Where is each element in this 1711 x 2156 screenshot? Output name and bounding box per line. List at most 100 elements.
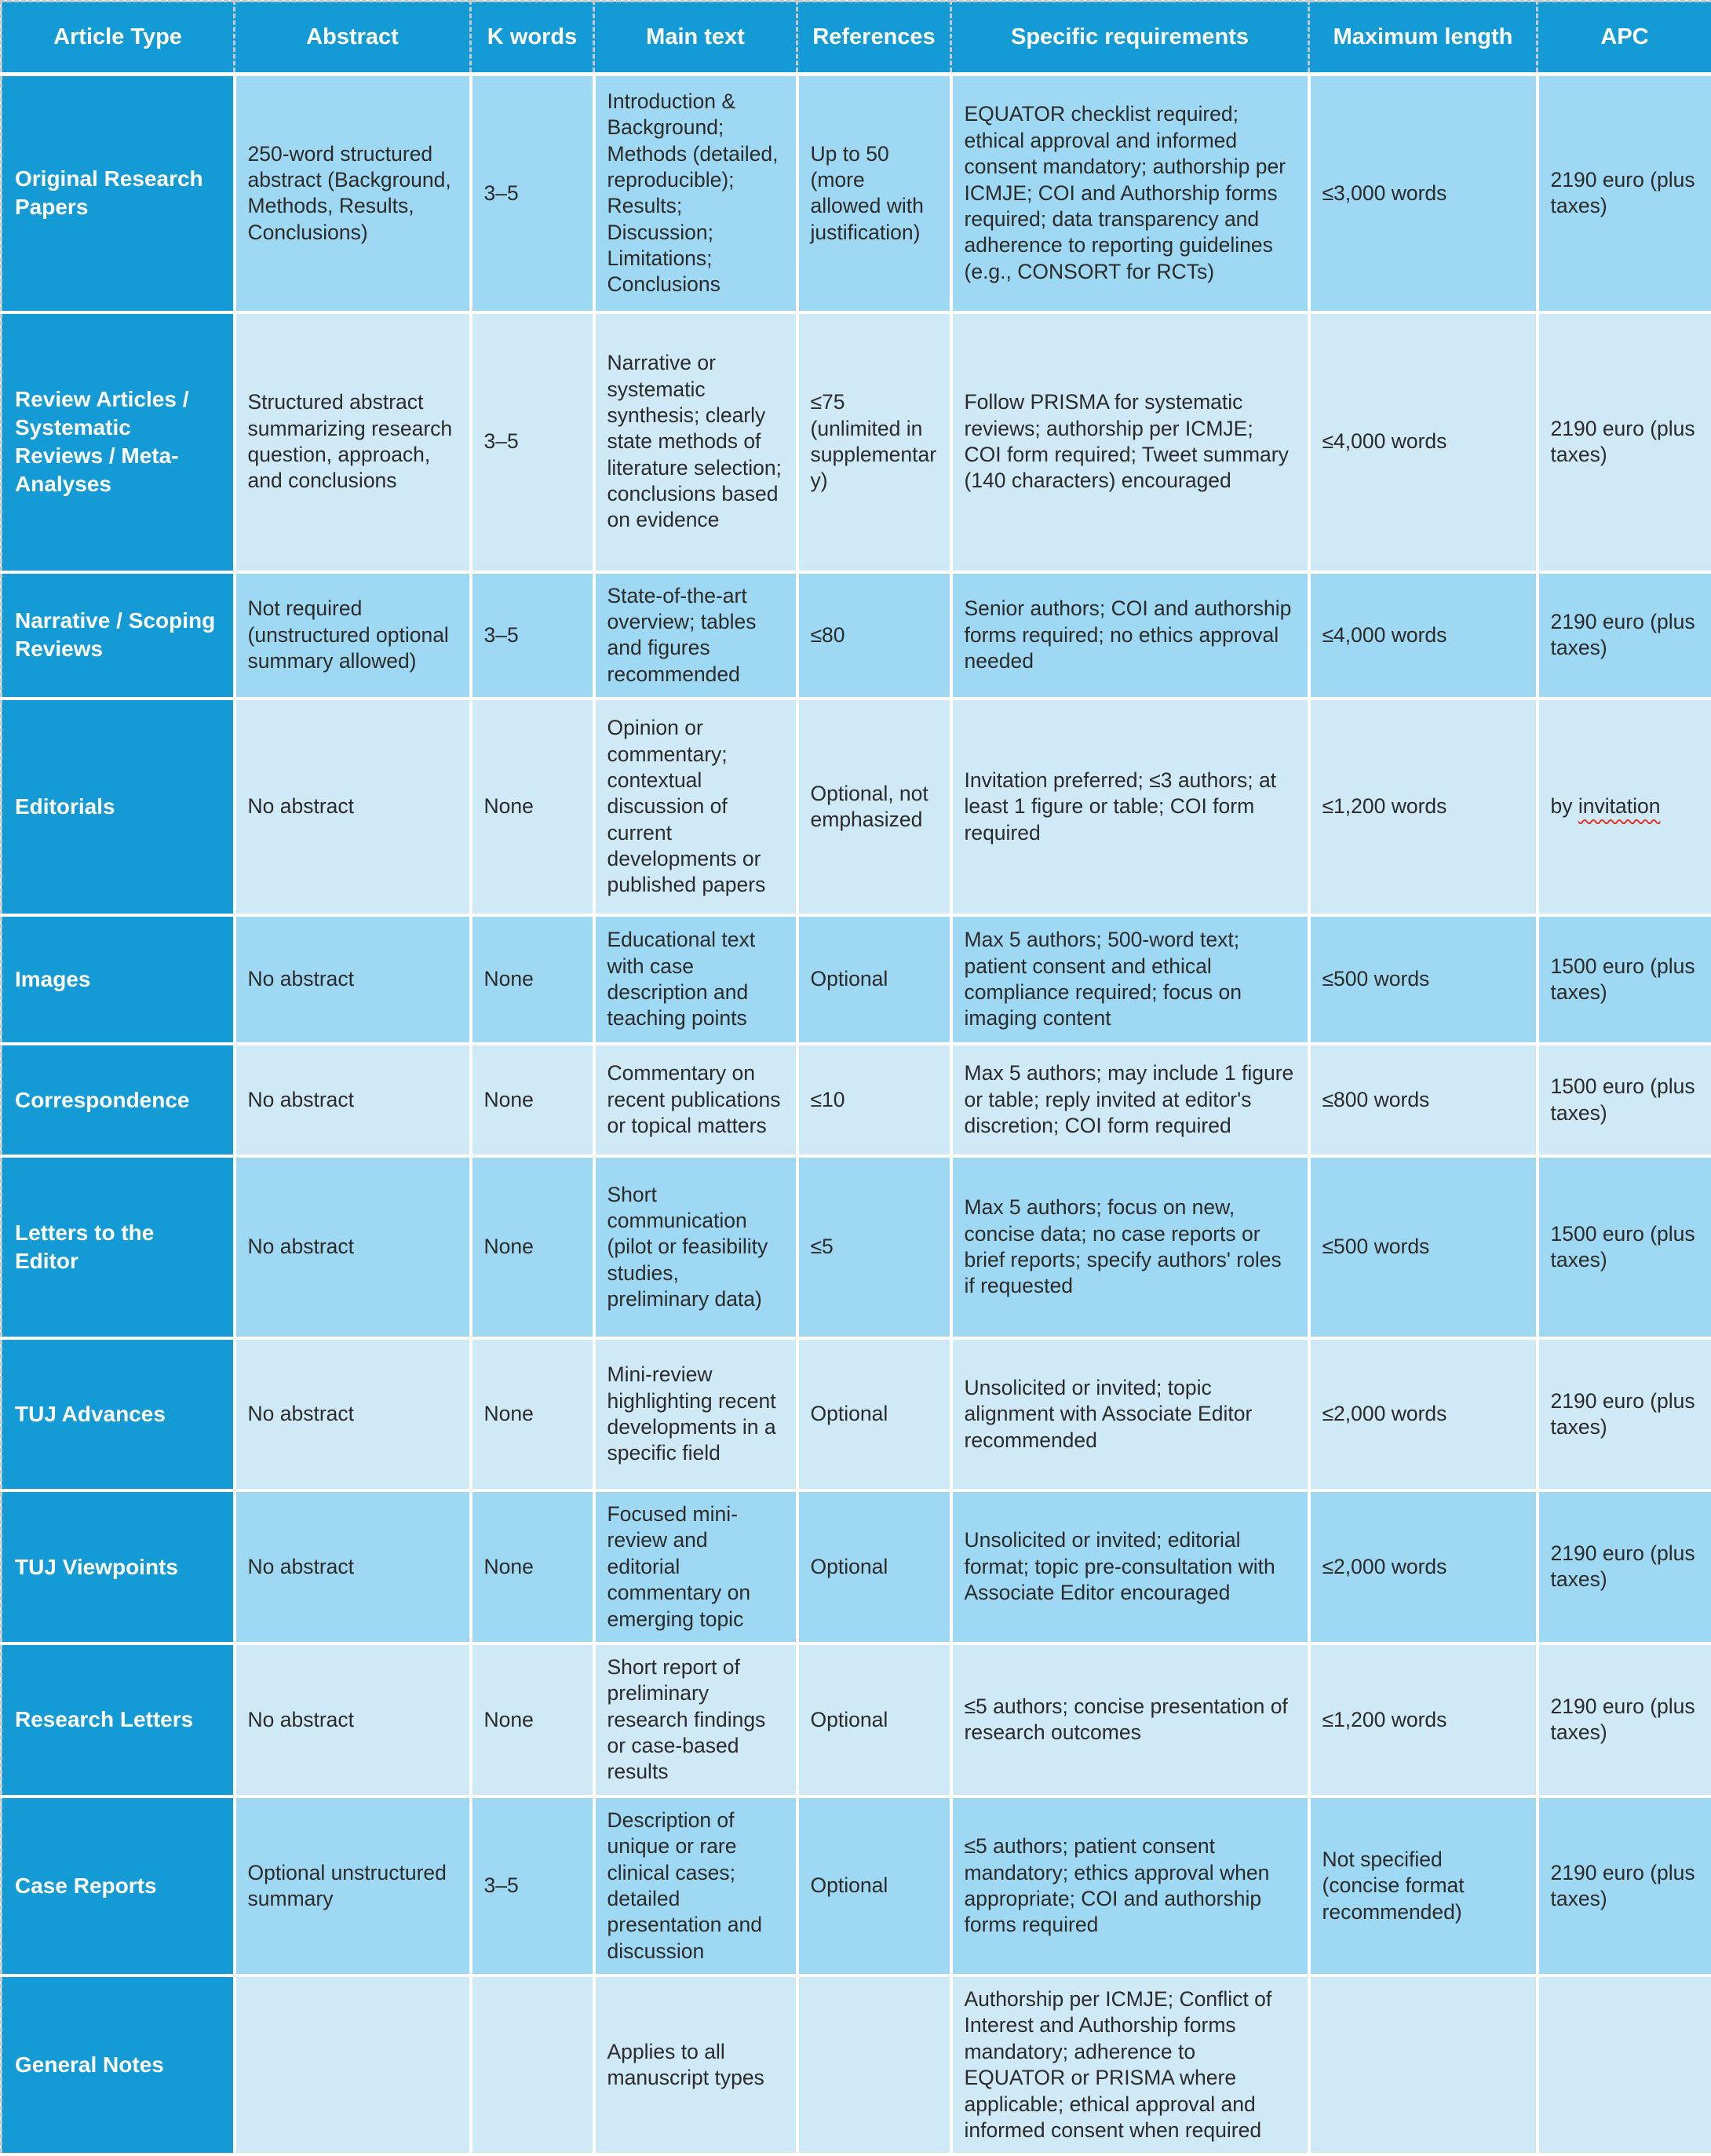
row-header-article-type: Research Letters <box>2 1643 235 1797</box>
cell-main-text: Commentary on recent publications or top… <box>594 1044 797 1156</box>
cell-specific-requirements: Unsolicited or invited; topic alignment … <box>951 1338 1309 1490</box>
cell-maximum-length: ≤3,000 words <box>1309 75 1538 312</box>
cell-abstract: No abstract <box>235 1643 471 1797</box>
cell-k-words: None <box>471 699 594 915</box>
cell-specific-requirements: Senior authors; COI and authorship forms… <box>951 572 1309 699</box>
cell-references: Optional <box>797 1338 951 1490</box>
cell-specific-requirements: Unsolicited or invited; editorial format… <box>951 1490 1309 1643</box>
cell-apc: 1500 euro (plus taxes) <box>1538 915 1711 1044</box>
cell-maximum-length: ≤500 words <box>1309 1156 1538 1338</box>
cell-specific-requirements: Invitation preferred; ≤3 authors; at lea… <box>951 699 1309 915</box>
cell-maximum-length <box>1309 1975 1538 2154</box>
cell-apc: by invitation <box>1538 699 1711 915</box>
cell-references: ≤75 (unlimited in supplementary) <box>797 312 951 572</box>
row-header-article-type: TUJ Advances <box>2 1338 235 1490</box>
cell-references: ≤5 <box>797 1156 951 1338</box>
cell-apc: 2190 euro (plus taxes) <box>1538 312 1711 572</box>
row-header-article-type: Correspondence <box>2 1044 235 1156</box>
cell-abstract <box>235 1975 471 2154</box>
cell-specific-requirements: Max 5 authors; focus on new, concise dat… <box>951 1156 1309 1338</box>
cell-main-text: Mini-review highlighting recent developm… <box>594 1338 797 1490</box>
cell-references: Optional, not emphasized <box>797 699 951 915</box>
cell-maximum-length: ≤2,000 words <box>1309 1338 1538 1490</box>
cell-abstract: Structured abstract summarizing research… <box>235 312 471 572</box>
row-header-article-type: Case Reports <box>2 1797 235 1975</box>
row-header-article-type: Letters to the Editor <box>2 1156 235 1338</box>
cell-k-words: None <box>471 1044 594 1156</box>
cell-apc <box>1538 1975 1711 2154</box>
cell-abstract: No abstract <box>235 1338 471 1490</box>
cell-maximum-length: ≤500 words <box>1309 915 1538 1044</box>
cell-abstract: 250-word structured abstract (Background… <box>235 75 471 312</box>
cell-abstract: Optional unstructured summary <box>235 1797 471 1975</box>
cell-references: ≤80 <box>797 572 951 699</box>
cell-apc: 1500 euro (plus taxes) <box>1538 1044 1711 1156</box>
cell-maximum-length: ≤4,000 words <box>1309 312 1538 572</box>
row-header-article-type: General Notes <box>2 1975 235 2154</box>
cell-main-text: State-of-the-art overview; tables and fi… <box>594 572 797 699</box>
cell-main-text: Applies to all manuscript types <box>594 1975 797 2154</box>
cell-references: Optional <box>797 1490 951 1643</box>
cell-maximum-length: ≤1,200 words <box>1309 699 1538 915</box>
cell-main-text: Short report of preliminary research fin… <box>594 1643 797 1797</box>
row-header-article-type: Narrative / Scoping Reviews <box>2 572 235 699</box>
misspelled-word: invitation <box>1578 794 1661 818</box>
cell-abstract: Not required (unstructured optional summ… <box>235 572 471 699</box>
cell-apc: 2190 euro (plus taxes) <box>1538 572 1711 699</box>
cell-main-text: Focused mini-review and editorial commen… <box>594 1490 797 1643</box>
cell-abstract: No abstract <box>235 1490 471 1643</box>
cell-main-text: Description of unique or rare clinical c… <box>594 1797 797 1975</box>
row-header-article-type: Editorials <box>2 699 235 915</box>
cell-specific-requirements: EQUATOR checklist required; ethical appr… <box>951 75 1309 312</box>
cell-specific-requirements: ≤5 authors; patient consent mandatory; e… <box>951 1797 1309 1975</box>
column-header-maximum-length: Maximum length <box>1309 2 1538 75</box>
column-header-k-words: K words <box>471 2 594 75</box>
cell-specific-requirements: Follow PRISMA for systematic reviews; au… <box>951 312 1309 572</box>
cell-k-words: None <box>471 1156 594 1338</box>
table-row-general-notes: General Notes Applies to all manuscript t… <box>2 1975 1711 2154</box>
cell-references: ≤10 <box>797 1044 951 1156</box>
cell-references: Optional <box>797 1797 951 1975</box>
cell-references: Optional <box>797 1643 951 1797</box>
row-header-article-type: Original Research Papers <box>2 75 235 312</box>
cell-references <box>797 1975 951 2154</box>
cell-k-words: None <box>471 915 594 1044</box>
cell-k-words: None <box>471 1338 594 1490</box>
cell-apc: 2190 euro (plus taxes) <box>1538 1490 1711 1643</box>
cell-apc: 2190 euro (plus taxes) <box>1538 75 1711 312</box>
cell-maximum-length: ≤800 words <box>1309 1044 1538 1156</box>
cell-references: Optional <box>797 915 951 1044</box>
cell-specific-requirements: ≤5 authors; concise presentation of rese… <box>951 1643 1309 1797</box>
cell-apc: 2190 euro (plus taxes) <box>1538 1338 1711 1490</box>
cell-k-words: 3–5 <box>471 572 594 699</box>
cell-references: Up to 50 (more allowed with justificatio… <box>797 75 951 312</box>
cell-main-text: Opinion or commentary; contextual discus… <box>594 699 797 915</box>
column-header-specific-requirements: Specific requirements <box>951 2 1309 75</box>
cell-k-words: None <box>471 1490 594 1643</box>
row-header-article-type: Review Articles / Systematic Reviews / M… <box>2 312 235 572</box>
cell-main-text: Introduction & Background; Methods (deta… <box>594 75 797 312</box>
cell-main-text: Educational text with case description a… <box>594 915 797 1044</box>
cell-k-words: None <box>471 1643 594 1797</box>
cell-maximum-length: ≤4,000 words <box>1309 572 1538 699</box>
cell-abstract: No abstract <box>235 699 471 915</box>
cell-maximum-length: ≤1,200 words <box>1309 1643 1538 1797</box>
cell-k-words <box>471 1975 594 2154</box>
cell-k-words: 3–5 <box>471 75 594 312</box>
cell-apc: 2190 euro (plus taxes) <box>1538 1797 1711 1975</box>
cell-abstract: No abstract <box>235 1044 471 1156</box>
cell-k-words: 3–5 <box>471 1797 594 1975</box>
cell-k-words: 3–5 <box>471 312 594 572</box>
column-header-abstract: Abstract <box>235 2 471 75</box>
cell-apc: 2190 euro (plus taxes) <box>1538 1643 1711 1797</box>
